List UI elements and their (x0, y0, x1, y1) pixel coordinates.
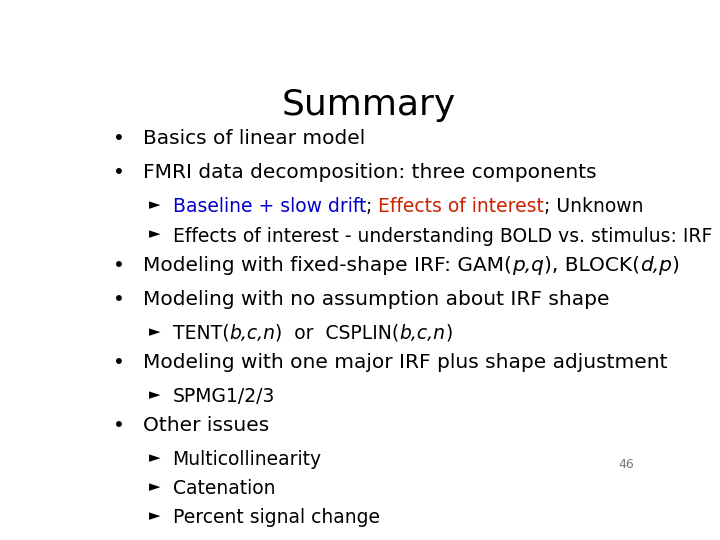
Text: •: • (114, 163, 125, 183)
Text: ; Unknown: ; Unknown (544, 198, 644, 217)
Text: b,c,n: b,c,n (400, 324, 446, 343)
Text: ), BLOCK(: ), BLOCK( (544, 255, 640, 275)
Text: Baseline + slow drift: Baseline + slow drift (173, 198, 366, 217)
Text: Multicollinearity: Multicollinearity (173, 450, 322, 469)
Text: Effects of interest - understanding BOLD vs. stimulus: IRF: Effects of interest - understanding BOLD… (173, 227, 712, 246)
Text: ►: ► (148, 509, 160, 523)
Text: ►: ► (148, 198, 160, 212)
Text: •: • (114, 353, 125, 372)
Text: Modeling with fixed-shape IRF: GAM(: Modeling with fixed-shape IRF: GAM( (143, 255, 512, 275)
Text: Other issues: Other issues (143, 416, 269, 435)
Text: SPMG1/2/3: SPMG1/2/3 (173, 387, 275, 406)
Text: d,p: d,p (640, 255, 672, 275)
Text: ►: ► (148, 387, 160, 402)
Text: TENT(: TENT( (173, 324, 229, 343)
Text: ;: ; (366, 198, 378, 217)
Text: Catenation: Catenation (173, 480, 275, 498)
Text: p,q: p,q (512, 255, 544, 275)
Text: ►: ► (148, 450, 160, 465)
Text: Modeling with no assumption about IRF shape: Modeling with no assumption about IRF sh… (143, 290, 610, 309)
Text: ►: ► (148, 324, 160, 339)
Text: •: • (114, 416, 125, 435)
Text: Percent signal change: Percent signal change (173, 509, 379, 528)
Text: )  or  CSPLIN(: ) or CSPLIN( (275, 324, 400, 343)
Text: •: • (114, 129, 125, 149)
Text: •: • (114, 290, 125, 309)
Text: •: • (114, 255, 125, 275)
Text: ►: ► (148, 480, 160, 494)
Text: Basics of linear model: Basics of linear model (143, 129, 365, 149)
Text: ►: ► (148, 227, 160, 241)
Text: ): ) (446, 324, 453, 343)
Text: Modeling with one major IRF plus shape adjustment: Modeling with one major IRF plus shape a… (143, 353, 667, 372)
Text: Effects of interest: Effects of interest (378, 198, 544, 217)
Text: FMRI data decomposition: three components: FMRI data decomposition: three component… (143, 163, 597, 183)
Text: ): ) (672, 255, 680, 275)
Text: b,c,n: b,c,n (229, 324, 275, 343)
Text: 46: 46 (618, 458, 634, 471)
Text: Summary: Summary (282, 87, 456, 122)
